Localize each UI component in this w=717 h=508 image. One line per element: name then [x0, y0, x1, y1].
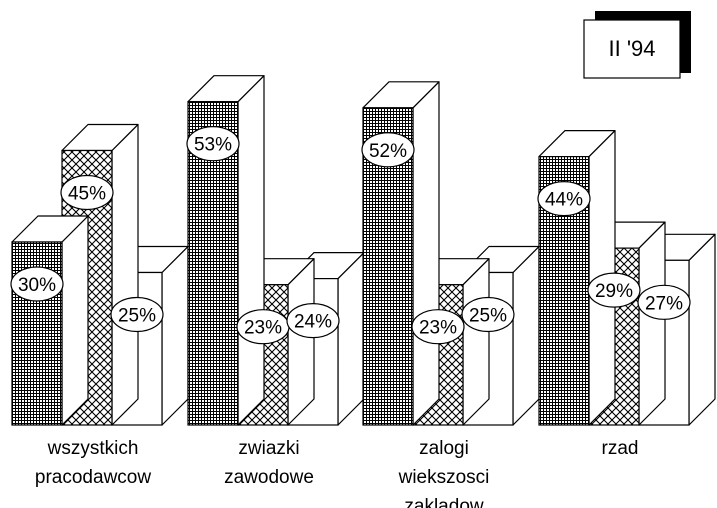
- value-label: 44%: [537, 181, 591, 217]
- bar-side-face: [512, 245, 540, 426]
- bar: [187, 75, 265, 426]
- legend-box-frame: [583, 19, 681, 79]
- value-labels-layer: 30% 45% 25% 53% 23% 24% 52% 23% 25% 44% 29% 27%: [10, 126, 691, 345]
- value-label-bubble: [110, 296, 164, 333]
- value-label-text: 45%: [68, 184, 106, 205]
- bar-side-face: [337, 252, 365, 426]
- value-label-text: 23%: [244, 318, 282, 339]
- value-label: 52%: [361, 132, 415, 168]
- bars-layer: [11, 75, 716, 426]
- value-label: 30%: [10, 266, 64, 302]
- bar-group: [187, 75, 365, 426]
- value-label-text: 30%: [18, 275, 56, 296]
- category-label: zakladow: [404, 496, 483, 508]
- value-label-text: 23%: [419, 318, 457, 339]
- value-label-bubble: [361, 132, 415, 168]
- bar-side-face: [287, 258, 315, 426]
- bar-side-face: [237, 75, 265, 426]
- category-labels-layer: wszystkich pracodawcow zwiazki zawodowe zalo…: [35, 438, 639, 508]
- bar-side-face: [61, 215, 89, 426]
- value-label: 23%: [236, 309, 290, 345]
- bar: [11, 215, 89, 426]
- category-label: zwiazki: [238, 438, 299, 459]
- category-label: wiekszosci: [398, 467, 490, 488]
- value-label-text: 25%: [118, 306, 156, 327]
- value-label-bubble: [637, 284, 691, 320]
- value-label-text: 29%: [595, 281, 633, 302]
- value-label-text: 44%: [545, 190, 583, 211]
- value-label-text: 53%: [194, 135, 232, 156]
- bar: [362, 81, 440, 426]
- legend-box-label: II '94: [608, 36, 655, 61]
- bar-side-face: [412, 81, 440, 426]
- value-label-text: 24%: [294, 312, 332, 333]
- legend-box: II '94: [583, 11, 691, 79]
- value-label-text: 27%: [645, 293, 683, 314]
- value-label: 24%: [286, 303, 340, 339]
- category-label: zalogi: [419, 438, 469, 459]
- value-label: 45%: [60, 174, 114, 211]
- value-label-bubble: [411, 309, 465, 345]
- value-label: 25%: [110, 296, 164, 333]
- value-label: 23%: [411, 309, 465, 345]
- value-label-bubble: [461, 296, 515, 333]
- value-label: 25%: [461, 296, 515, 333]
- value-label-bubble: [60, 174, 114, 211]
- bar-side-face: [462, 258, 490, 426]
- value-label-text: 52%: [369, 141, 407, 162]
- value-label-bubble: [537, 181, 591, 217]
- value-label: 29%: [587, 272, 641, 308]
- bar-side-face: [688, 233, 716, 426]
- category-label: wszystkich: [47, 438, 139, 459]
- bar-side-face: [161, 245, 189, 426]
- category-label: zawodowe: [224, 467, 314, 488]
- value-label-bubble: [286, 303, 340, 339]
- value-label-bubble: [186, 126, 240, 162]
- value-label: 53%: [186, 126, 240, 162]
- value-label-bubble: [587, 272, 641, 308]
- value-label: 27%: [637, 284, 691, 320]
- bar-side-face: [638, 221, 666, 426]
- bar-side-face: [111, 123, 139, 426]
- category-label: rzad: [602, 438, 639, 459]
- value-label-text: 25%: [469, 306, 507, 327]
- value-label-bubble: [10, 266, 64, 302]
- category-label: pracodawcow: [35, 467, 151, 488]
